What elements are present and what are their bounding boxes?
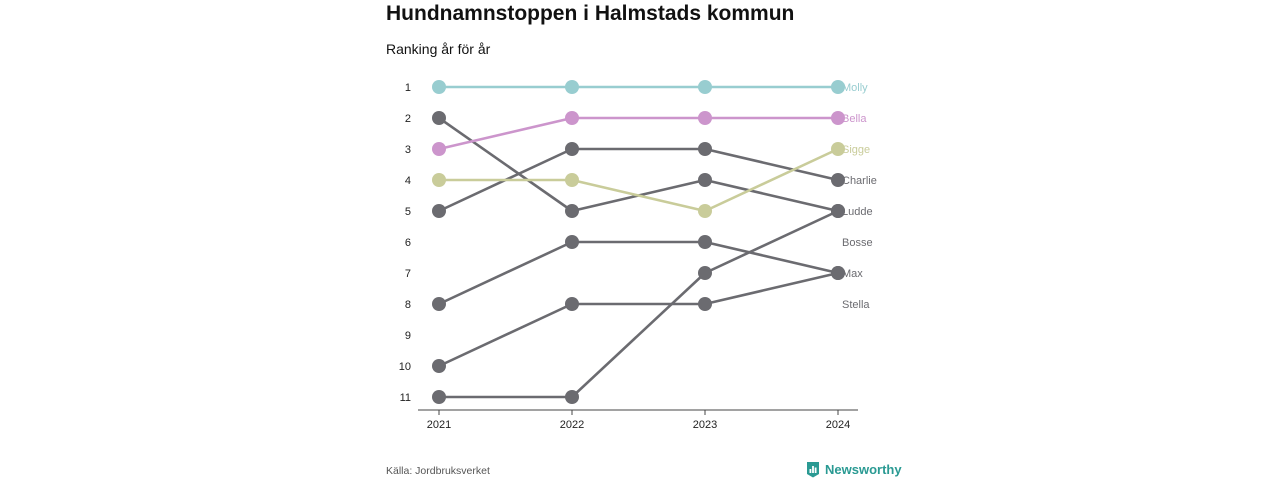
data-point[interactable] <box>565 204 579 218</box>
data-point[interactable] <box>698 80 712 94</box>
data-point[interactable] <box>698 204 712 218</box>
gray-series-group <box>432 111 845 404</box>
data-point[interactable] <box>698 173 712 187</box>
data-point[interactable] <box>831 80 845 94</box>
data-point[interactable] <box>831 204 845 218</box>
data-point[interactable] <box>432 359 446 373</box>
data-point[interactable] <box>698 142 712 156</box>
data-point[interactable] <box>432 297 446 311</box>
x-tick-label: 2024 <box>826 419 850 431</box>
brand-name: Newsworthy <box>825 462 902 477</box>
series-line <box>438 116 839 213</box>
data-point[interactable] <box>432 390 446 404</box>
newsworthy-logo-icon <box>807 462 819 478</box>
y-tick-label: 5 <box>405 206 411 218</box>
series-end-label: Max <box>842 268 863 280</box>
data-point[interactable] <box>432 142 446 156</box>
series-end-label: Molly <box>842 82 868 94</box>
series-end-label: Charlie <box>842 175 877 187</box>
data-point[interactable] <box>565 297 579 311</box>
series-line <box>438 271 839 368</box>
data-point[interactable] <box>698 111 712 125</box>
series-max <box>432 204 845 404</box>
end-labels: Molly Bella Sigge Charlie Ludde Bosse Max Stell… <box>842 82 877 311</box>
y-tick-label: 6 <box>405 237 411 249</box>
series-end-label: Stella <box>842 299 870 311</box>
series-end-label: Bosse <box>842 237 873 249</box>
data-point[interactable] <box>831 266 845 280</box>
y-tick-label: 10 <box>399 361 411 373</box>
source-note: Källa: Jordbruksverket <box>386 465 490 477</box>
series-sigge <box>432 142 845 218</box>
data-point[interactable] <box>432 204 446 218</box>
series-line <box>439 147 839 213</box>
y-tick-label: 7 <box>405 268 411 280</box>
series-end-label: Bella <box>842 113 867 125</box>
y-tick-label: 3 <box>405 144 411 156</box>
x-tick-label: 2021 <box>427 419 451 431</box>
series-bosse <box>432 235 845 311</box>
data-point[interactable] <box>432 173 446 187</box>
series-end-label: Ludde <box>842 206 873 218</box>
series-line <box>438 116 838 151</box>
data-point[interactable] <box>432 80 446 94</box>
series-molly <box>432 80 845 94</box>
y-tick-label: 4 <box>405 175 411 187</box>
y-tick-label: 2 <box>405 113 411 125</box>
highlight-series-group <box>432 80 845 218</box>
chart-subtitle: Ranking år för år <box>386 41 491 57</box>
data-point[interactable] <box>432 111 446 125</box>
x-tick-label: 2022 <box>560 419 584 431</box>
series-end-label: Sigge <box>842 144 870 156</box>
y-tick-label: 1 <box>405 82 411 94</box>
data-point[interactable] <box>698 235 712 249</box>
series-bella <box>432 111 845 156</box>
series-line <box>438 240 839 306</box>
series-stella <box>432 266 845 373</box>
data-point[interactable] <box>565 142 579 156</box>
data-point[interactable] <box>565 80 579 94</box>
chart-title: Hundnamnstoppen i Halmstads kommun <box>386 2 795 25</box>
y-tick-label: 9 <box>405 330 411 342</box>
data-point[interactable] <box>565 173 579 187</box>
data-point[interactable] <box>565 111 579 125</box>
data-point[interactable] <box>565 390 579 404</box>
x-axis: 2021 2022 2023 2024 <box>418 409 858 431</box>
y-tick-label: 8 <box>405 299 411 311</box>
brand-logo[interactable]: Newsworthy <box>806 461 902 478</box>
data-point[interactable] <box>831 173 845 187</box>
y-axis: 1 2 3 4 5 6 7 8 9 10 11 <box>399 82 411 404</box>
data-point[interactable] <box>698 297 712 311</box>
data-point[interactable] <box>565 235 579 249</box>
series-ludde <box>432 111 845 218</box>
data-point[interactable] <box>698 266 712 280</box>
data-point[interactable] <box>831 111 845 125</box>
y-tick-label: 11 <box>400 392 411 404</box>
series-line <box>439 209 839 399</box>
data-point[interactable] <box>831 142 845 156</box>
x-tick-label: 2023 <box>693 419 717 431</box>
